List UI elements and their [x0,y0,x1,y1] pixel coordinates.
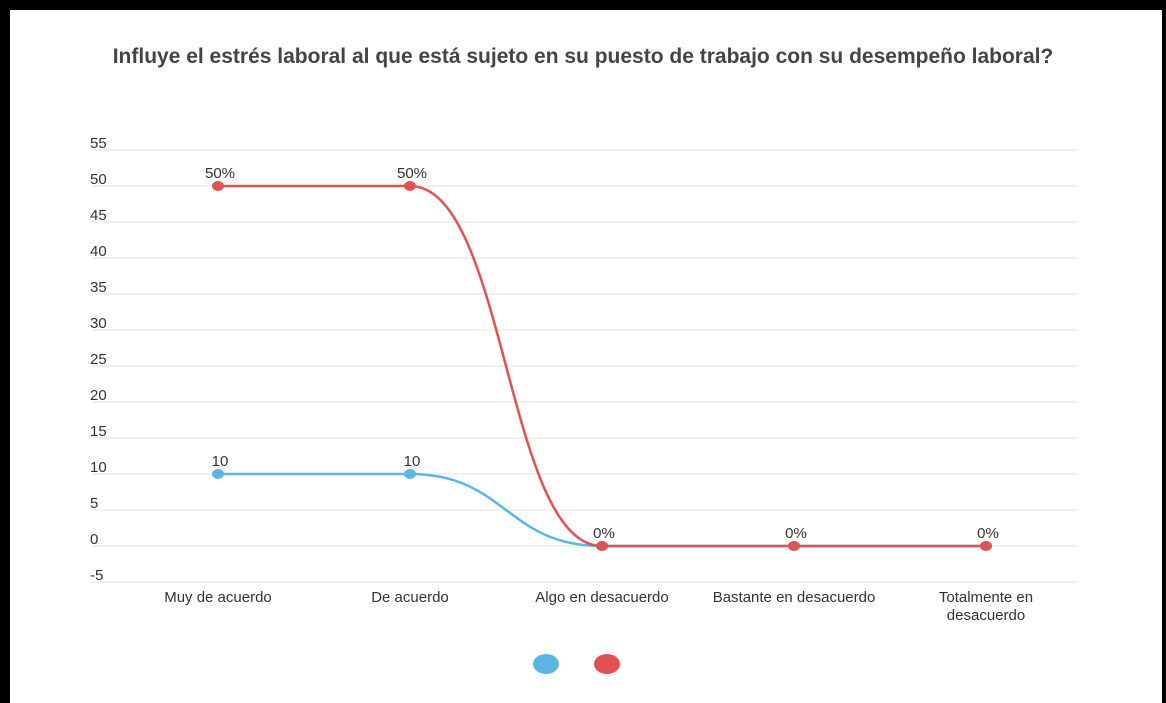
frame-left [0,0,10,703]
data-label: 10 [212,453,229,470]
y-tick-label: 45 [90,207,107,224]
grid: -5 0 5 10 15 20 25 30 35 40 45 50 55 [90,135,1078,584]
legend-marker [533,654,559,674]
x-tick-label: Algo en desacuerdo [535,589,669,606]
y-tick-label: -5 [90,567,103,584]
x-tick-label: Muy de acuerdo [164,589,272,606]
data-label: 0% [593,525,615,542]
y-tick-label: 35 [90,279,107,296]
point [788,541,800,551]
data-label: 50% [397,165,427,182]
point [404,181,416,191]
point [596,541,608,551]
y-tick-label: 15 [90,423,107,440]
data-label: 50% [205,165,235,182]
y-tick-label: 20 [90,387,107,404]
lines [212,181,992,551]
y-tick-label: 55 [90,135,107,152]
y-tick-label: 0 [90,531,98,548]
legend-marker [594,654,620,674]
point [212,181,224,191]
y-tick-label: 50 [90,171,107,188]
data-label: 0% [977,525,999,542]
x-tick-label: Totalmente en desacuerdo [938,589,1034,624]
data-label: 10 [404,453,421,470]
y-tick-label: 5 [90,495,98,512]
point [404,469,416,479]
point [212,469,224,479]
chart-title: Influye el estrés laboral al que está su… [112,45,1054,68]
x-tick-label: Bastante en desacuerdo [712,589,876,606]
data-label: 0% [785,525,807,542]
frame-right [1162,0,1166,703]
series-line [218,184,986,548]
point [980,541,992,551]
y-tick-label: 10 [90,459,107,476]
frame-top [0,0,1166,10]
y-tick-label: 30 [90,315,107,332]
x-tick-label: De acuerdo [371,589,449,606]
labels: 10 10 50% 50% 0% 0% 0% [205,165,999,674]
y-tick-label: 25 [90,351,107,368]
y-tick-label: 40 [90,243,107,260]
